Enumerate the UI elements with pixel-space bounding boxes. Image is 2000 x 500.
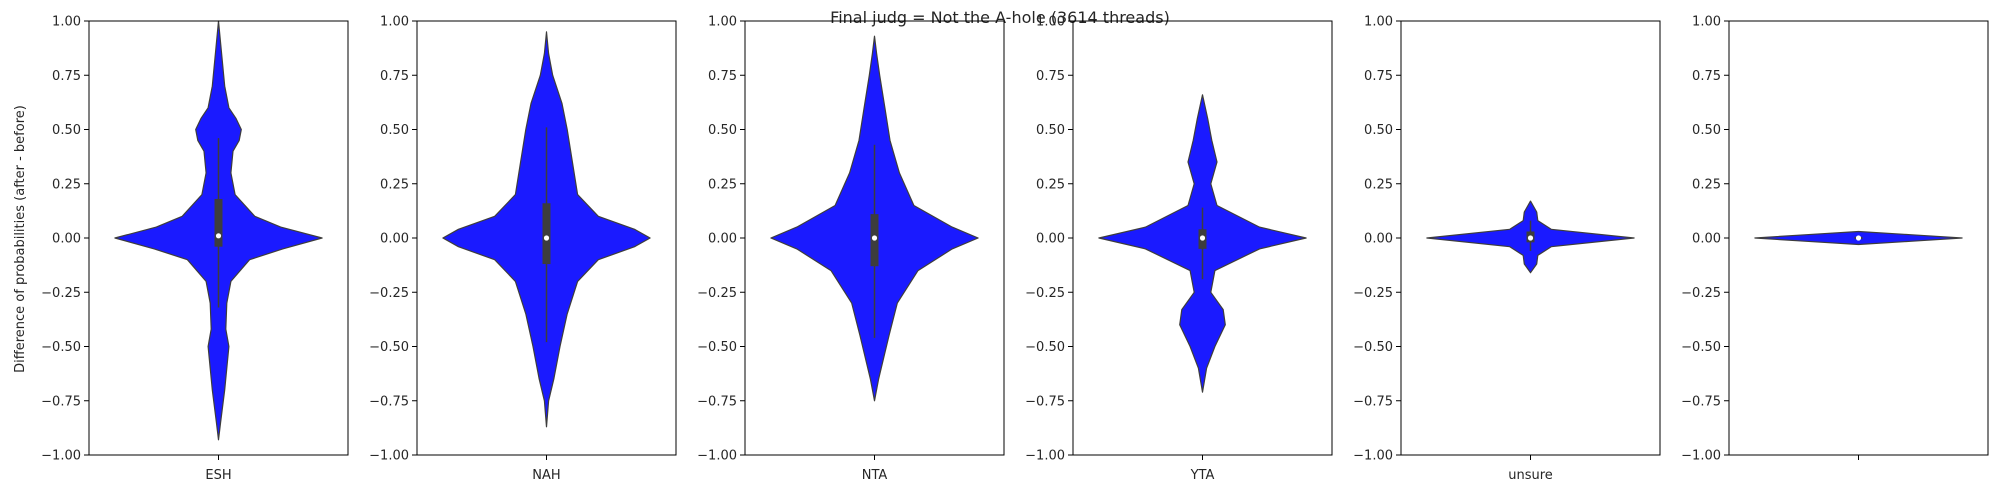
y-axis-label: Difference of probabilities (after - bef…: [13, 105, 28, 373]
y-tick-label: −0.50: [697, 340, 737, 355]
x-tick-label: ESH: [205, 468, 231, 483]
violin-panels: 1.00 0.75 0.50 0.25 0.00 −0.25 −0.50 −0.75 −1.00…: [41, 15, 1989, 483]
y-tick-label: −0.50: [1353, 340, 1393, 355]
violin-panel: 1.00 0.75 0.50 0.25 0.00 −0.25 −0.50 −0.75 −1.00…: [697, 15, 1005, 483]
y-tick-label: 0.75: [1036, 69, 1065, 84]
y-tick-label: −1.00: [369, 449, 409, 464]
figure-title: Final judg = Not the A-hole (3614 thread…: [830, 8, 1170, 27]
violin-panel: 1.00 0.75 0.50 0.25 0.00 −0.25 −0.50 −0.75 −1.00…: [41, 15, 349, 483]
y-tick-label: 0.25: [1692, 177, 1721, 192]
y-tick-label: 1.00: [1692, 15, 1721, 30]
y-tick-label: −0.25: [369, 286, 409, 301]
y-tick-label: 0.50: [708, 123, 737, 138]
y-tick-label: 0.50: [1692, 123, 1721, 138]
violin-median: [1527, 235, 1534, 241]
violin-iqr-box: [542, 203, 551, 265]
y-tick-label: 0.75: [1692, 69, 1721, 84]
y-tick-label: −0.75: [697, 394, 737, 409]
violin-median: [871, 235, 878, 241]
y-tick-label: 0.50: [1364, 123, 1393, 138]
y-tick-label: 0.00: [52, 232, 81, 247]
y-tick-label: 1.00: [52, 15, 81, 30]
violin-panel: 1.00 0.75 0.50 0.25 0.00 −0.25 −0.50 −0.75 −1.00…: [369, 15, 677, 483]
y-tick-label: −0.50: [369, 340, 409, 355]
y-tick-label: −0.75: [1681, 394, 1721, 409]
y-tick-label: 0.75: [380, 69, 409, 84]
x-tick-label: NTA: [862, 468, 888, 483]
y-tick-label: −0.25: [697, 286, 737, 301]
y-tick-label: 1.00: [380, 15, 409, 30]
y-tick-label: 0.25: [708, 177, 737, 192]
y-tick-label: −0.50: [41, 340, 81, 355]
y-tick-label: 0.50: [52, 123, 81, 138]
y-tick-label: 0.00: [708, 232, 737, 247]
y-tick-label: −1.00: [1681, 449, 1721, 464]
y-tick-label: 1.00: [708, 15, 737, 30]
y-tick-label: 0.75: [708, 69, 737, 84]
y-tick-label: −1.00: [41, 449, 81, 464]
y-tick-label: 0.00: [380, 232, 409, 247]
y-tick-label: 0.25: [1036, 177, 1065, 192]
y-tick-label: 1.00: [1036, 15, 1065, 30]
y-tick-label: 0.75: [52, 69, 81, 84]
y-tick-label: 0.75: [1364, 69, 1393, 84]
y-tick-label: 0.50: [380, 123, 409, 138]
y-tick-label: −0.50: [1025, 340, 1065, 355]
y-tick-label: −1.00: [1353, 449, 1393, 464]
violin-panel: 1.00 0.75 0.50 0.25 0.00 −0.25 −0.50 −0.75 −1.00…: [1025, 15, 1333, 483]
y-tick-label: 1.00: [1364, 15, 1393, 30]
y-tick-label: −0.75: [1353, 394, 1393, 409]
y-tick-label: −0.75: [369, 394, 409, 409]
y-tick-label: 0.50: [1036, 123, 1065, 138]
violin-median: [1199, 235, 1206, 241]
violin-iqr-box: [214, 198, 223, 247]
x-tick-label: unsure: [1508, 468, 1553, 483]
y-tick-label: −0.50: [1681, 340, 1721, 355]
y-tick-label: 0.00: [1364, 232, 1393, 247]
y-tick-label: 0.25: [1364, 177, 1393, 192]
violin-median: [1855, 235, 1862, 241]
violin-panel: 1.00 0.75 0.50 0.25 0.00 −0.25 −0.50 −0.75 −1.00…: [1353, 15, 1661, 483]
y-tick-label: 0.25: [52, 177, 81, 192]
y-tick-label: −1.00: [697, 449, 737, 464]
violin-panel: 1.00 0.75 0.50 0.25 0.00 −0.25 −0.50 −0.75 −1.00: [1681, 15, 1989, 464]
y-tick-label: 0.00: [1036, 232, 1065, 247]
y-tick-label: −0.75: [1025, 394, 1065, 409]
violin-median: [543, 235, 550, 241]
y-tick-label: −0.25: [41, 286, 81, 301]
y-tick-label: −0.25: [1353, 286, 1393, 301]
y-tick-label: 0.25: [380, 177, 409, 192]
y-tick-label: −1.00: [1025, 449, 1065, 464]
x-tick-label: NAH: [532, 468, 560, 483]
y-tick-label: −0.25: [1025, 286, 1065, 301]
y-tick-label: 0.00: [1692, 232, 1721, 247]
x-tick-label: YTA: [1190, 468, 1215, 483]
violin-median: [215, 233, 222, 239]
y-tick-label: −0.25: [1681, 286, 1721, 301]
y-tick-label: −0.75: [41, 394, 81, 409]
